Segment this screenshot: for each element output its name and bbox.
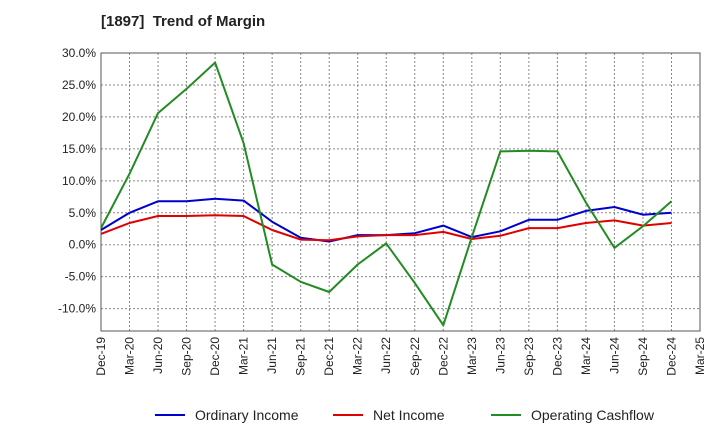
y-tick-label: 0.0%	[69, 238, 97, 252]
legend-item: Operating Cashflow	[491, 405, 654, 425]
legend-label: Net Income	[373, 407, 445, 423]
series-line-net-income	[100, 214, 672, 242]
x-tick-label: Sep-20	[180, 337, 194, 376]
x-tick-label: Jun-23	[493, 337, 507, 374]
x-tick-label: Dec-20	[208, 337, 222, 376]
x-tick-label: Dec-24	[664, 337, 678, 376]
x-tick-label: Jun-22	[379, 337, 393, 374]
grid-layer	[101, 52, 700, 331]
y-tick-label: -10.0%	[58, 302, 96, 316]
legend: Ordinary Income Net Income Operating Cashf…	[0, 405, 720, 425]
x-tick-label: Jun-21	[265, 337, 279, 374]
x-tick-label: Mar-24	[579, 337, 593, 375]
legend-swatch	[155, 414, 185, 416]
x-tick-label: Dec-22	[436, 337, 450, 376]
y-tick-label: 30.0%	[62, 46, 96, 60]
legend-swatch	[333, 414, 363, 416]
x-tick-label: Mar-25	[693, 337, 707, 375]
x-tick-label: Jun-24	[607, 337, 621, 374]
y-tick-labels: 30.0% 25.0% 20.0% 15.0% 10.0% 5.0% 0.0% -5.0% -1…	[58, 46, 96, 316]
y-tick-label: 5.0%	[69, 206, 97, 220]
series-line-operating-cashflow	[100, 61, 673, 327]
x-tick-label: Dec-19	[94, 337, 108, 376]
legend-swatch	[491, 414, 521, 416]
y-tick-label: -5.0%	[65, 270, 97, 284]
y-tick-label: 25.0%	[62, 78, 96, 92]
legend-label: Ordinary Income	[195, 407, 299, 423]
x-tick-label: Mar-22	[351, 337, 365, 375]
y-tick-label: 15.0%	[62, 142, 96, 156]
x-tick-label: Sep-21	[294, 337, 308, 376]
y-tick-label: 20.0%	[62, 110, 96, 124]
legend-label: Operating Cashflow	[531, 407, 654, 423]
x-tick-label: Sep-24	[636, 337, 650, 376]
x-tick-label: Sep-22	[408, 337, 422, 376]
x-tick-label: Mar-23	[465, 337, 479, 375]
y-tick-label: 10.0%	[62, 174, 96, 188]
x-tick-label: Jun-20	[151, 337, 165, 374]
x-tick-label: Mar-21	[237, 337, 251, 375]
legend-item: Ordinary Income	[155, 405, 298, 425]
legend-item: Net Income	[333, 405, 445, 425]
plot-frame	[100, 52, 701, 332]
series-layer	[100, 61, 673, 327]
chart-title: [1897] Trend of Margin	[101, 13, 266, 30]
x-tick-label: Dec-23	[550, 337, 564, 376]
x-tick-label: Dec-21	[322, 337, 336, 376]
x-tick-labels: Dec-19 Mar-20 Jun-20 Sep-20 Dec-20 Mar-21 Jun-…	[94, 337, 707, 376]
x-tick-label: Sep-23	[522, 337, 536, 376]
x-tick-label: Mar-20	[123, 337, 137, 375]
